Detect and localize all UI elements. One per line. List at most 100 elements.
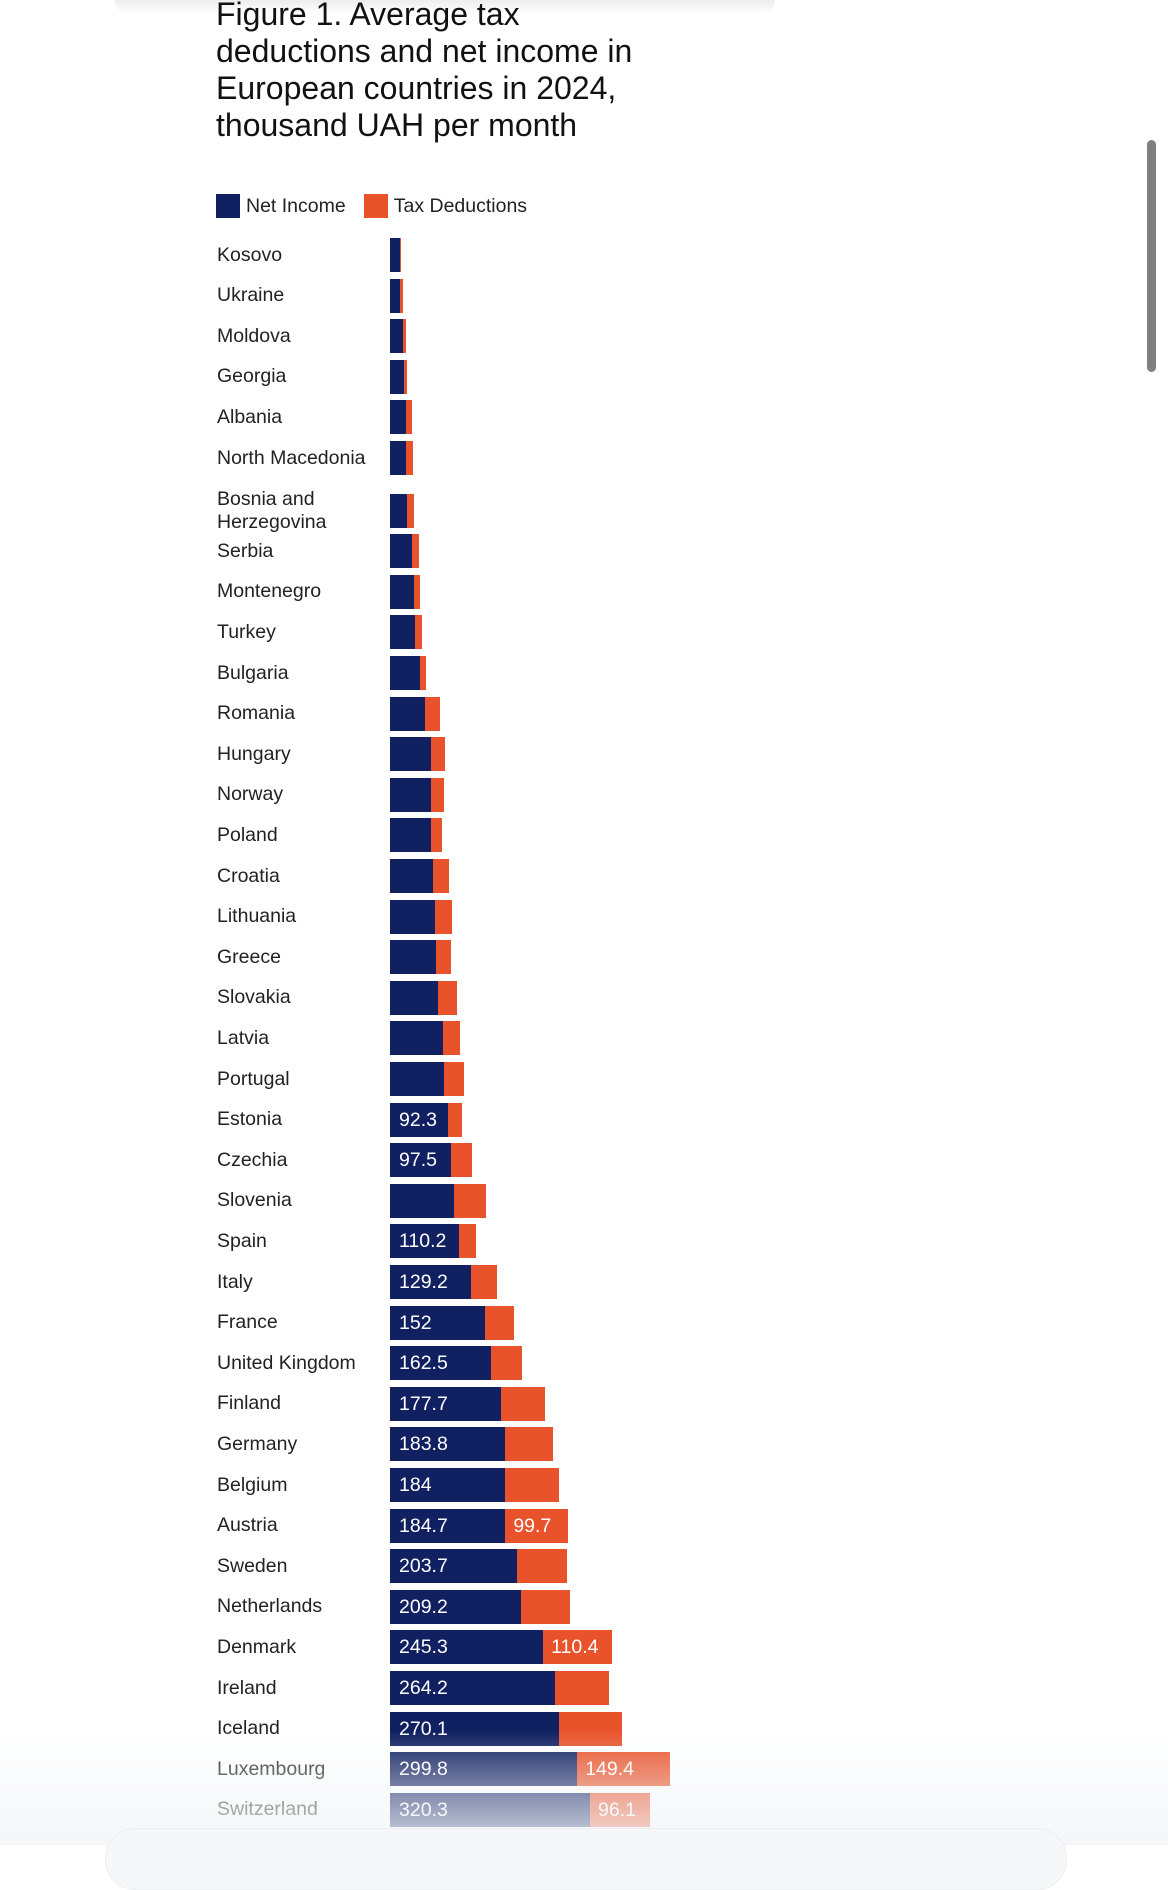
category-label-spain: Spain xyxy=(217,1229,267,1252)
category-label-serbia: Serbia xyxy=(217,539,274,562)
data-label-net-income-netherlands: 209.2 xyxy=(399,1595,448,1618)
data-label-net-income-estonia: 92.3 xyxy=(399,1108,437,1131)
bar-tax-deductions-lithuania xyxy=(435,899,452,934)
legend-item-tax-deductions: Tax Deductions xyxy=(363,194,527,218)
bar-tax-deductions-bosnia-and-herzegovina xyxy=(406,493,415,528)
category-label-belgium: Belgium xyxy=(217,1473,288,1496)
bar-tax-deductions-ukraine xyxy=(399,278,403,313)
bar-tax-deductions-denmark xyxy=(543,1630,613,1665)
data-label-net-income-sweden: 203.7 xyxy=(399,1555,448,1578)
bar-tax-deductions-slovakia xyxy=(438,980,457,1015)
bar-tax-deductions-germany xyxy=(504,1427,553,1462)
bar-tax-deductions-norway xyxy=(431,777,444,812)
bar-net-income-croatia xyxy=(390,859,434,893)
scrollbar-thumb[interactable] xyxy=(1147,140,1156,372)
bar-tax-deductions-belgium xyxy=(504,1468,559,1502)
bar-net-income-romania xyxy=(390,696,425,731)
category-label-netherlands: Netherlands xyxy=(217,1595,323,1618)
bar-tax-deductions-serbia xyxy=(411,534,419,569)
category-label-sweden: Sweden xyxy=(217,1554,288,1577)
category-label-turkey: Turkey xyxy=(217,620,276,643)
category-label-switzerland: Switzerland xyxy=(217,1798,318,1821)
category-label-ukraine: Ukraine xyxy=(217,284,285,307)
category-label-iceland: Iceland xyxy=(217,1717,280,1740)
category-label-slovakia: Slovakia xyxy=(217,986,291,1009)
bar-tax-deductions-finland xyxy=(500,1386,545,1421)
bar-tax-deductions-united-kingdom xyxy=(491,1346,522,1381)
bar-tax-deductions-latvia xyxy=(442,1021,460,1056)
category-label-portugal: Portugal xyxy=(217,1067,290,1090)
category-label-georgia: Georgia xyxy=(217,365,287,388)
bar-net-income-kosovo xyxy=(390,238,400,272)
chart-title-line: deductions and net income in xyxy=(216,33,633,69)
bar-net-income-slovakia xyxy=(390,980,439,1015)
category-label-latvia: Latvia xyxy=(217,1026,270,1049)
bar-tax-deductions-czechia xyxy=(450,1143,472,1178)
stacked-bar-chart: Kosovo Ukraine Moldova Georgia Albania North … xyxy=(217,238,671,1827)
bar-tax-deductions-italy xyxy=(470,1265,498,1299)
category-label-kosovo: Kosovo xyxy=(217,243,283,266)
category-label-albania: Albania xyxy=(217,405,283,428)
bar-net-income-serbia xyxy=(390,534,412,569)
category-label-united-kingdom: United Kingdom xyxy=(217,1351,356,1374)
data-label-net-income-finland: 177.7 xyxy=(399,1392,448,1415)
bar-tax-deductions-north-macedonia xyxy=(406,441,414,475)
bar-net-income-ukraine xyxy=(390,278,400,313)
category-label-germany: Germany xyxy=(217,1432,298,1455)
bar-tax-deductions-estonia xyxy=(447,1102,462,1137)
category-label-croatia: Croatia xyxy=(217,864,280,887)
bar-tax-deductions-turkey xyxy=(414,615,422,650)
chart-title-line: thousand UAH per month xyxy=(216,107,578,143)
legend-item-net-income: Net Income xyxy=(216,194,346,218)
legend-swatch-tax-deductions xyxy=(363,194,388,218)
data-label-tax-deductions-austria: 99.7 xyxy=(513,1514,552,1537)
bar-net-income-united-kingdom xyxy=(390,1346,492,1381)
bar-tax-deductions-bulgaria xyxy=(419,656,426,690)
bar-net-income-germany xyxy=(390,1427,505,1462)
bar-tax-deductions-georgia xyxy=(403,359,407,394)
bar-net-income-north-macedonia xyxy=(390,441,407,475)
category-label-france: France xyxy=(217,1311,278,1334)
data-label-net-income-luxembourg: 299.8 xyxy=(399,1758,448,1781)
card-top-shadow xyxy=(115,0,775,14)
bar-tax-deductions-romania xyxy=(424,696,440,731)
bar-net-income-sweden xyxy=(390,1549,518,1584)
bar-tax-deductions-iceland xyxy=(558,1711,623,1746)
bar-net-income-montenegro xyxy=(390,574,414,609)
category-label-norway: Norway xyxy=(217,783,284,806)
data-label-net-income-switzerland: 320.3 xyxy=(399,1798,448,1821)
bar-net-income-hungary xyxy=(390,737,432,772)
bar-net-income-georgia xyxy=(390,359,404,394)
bar-tax-deductions-croatia xyxy=(433,859,449,893)
bar-tax-deductions-spain xyxy=(458,1224,476,1259)
bar-net-income-norway xyxy=(390,777,432,812)
bar-net-income-slovenia xyxy=(390,1183,455,1218)
bar-net-income-austria xyxy=(390,1508,506,1543)
bar-tax-deductions-france xyxy=(484,1305,514,1340)
bar-net-income-poland xyxy=(390,818,432,853)
category-label-estonia: Estonia xyxy=(217,1108,283,1131)
data-label-net-income-germany: 183.8 xyxy=(399,1433,448,1456)
category-label-italy: Italy xyxy=(217,1270,253,1293)
chart-title-line: European countries in 2024, xyxy=(216,70,617,106)
bar-net-income-latvia xyxy=(390,1021,443,1056)
bar-net-income-bulgaria xyxy=(390,656,420,690)
bar-net-income-turkey xyxy=(390,615,415,650)
category-label-luxembourg: Luxembourg xyxy=(217,1757,326,1780)
category-label-montenegro: Montenegro xyxy=(217,580,322,603)
category-label-greece: Greece xyxy=(217,945,281,968)
data-label-tax-deductions-luxembourg: 149.4 xyxy=(585,1758,634,1781)
data-label-tax-deductions-denmark: 110.4 xyxy=(551,1636,599,1659)
category-label-bosnia-and-herzegovina: Bosnia and Herzegovina xyxy=(217,487,327,533)
bar-tax-deductions-sweden xyxy=(517,1549,567,1584)
bar-net-income-finland xyxy=(390,1386,501,1421)
data-label-net-income-austria: 184.7 xyxy=(399,1514,448,1537)
bar-tax-deductions-netherlands xyxy=(520,1589,570,1624)
bar-tax-deductions-poland xyxy=(431,818,442,853)
bar-net-income-czechia xyxy=(390,1143,451,1178)
category-label-denmark: Denmark xyxy=(217,1635,297,1658)
bar-tax-deductions-montenegro xyxy=(413,574,420,609)
bar-tax-deductions-kosovo xyxy=(399,238,402,272)
data-label-net-income-belgium: 184 xyxy=(399,1474,432,1496)
category-label-czechia: Czechia xyxy=(217,1148,288,1171)
